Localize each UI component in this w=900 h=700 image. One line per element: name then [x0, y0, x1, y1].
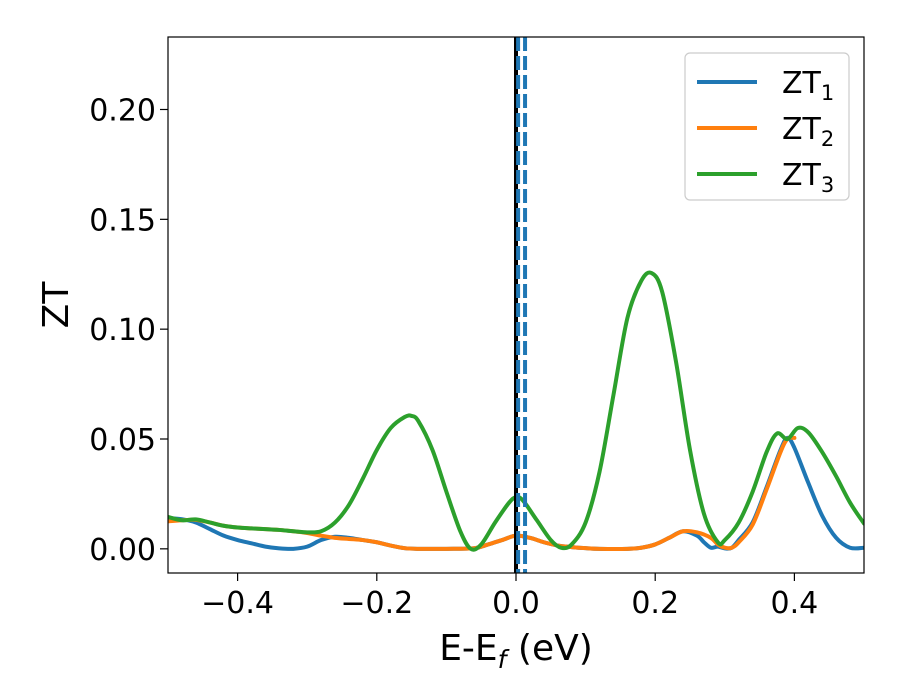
- vline-layer: [514, 37, 528, 573]
- series-layer: [168, 270, 864, 552]
- y-tick-label: 0.20: [89, 93, 156, 128]
- legend-label-zt3: ZT3: [782, 158, 834, 197]
- y-tick-label: 0.00: [89, 533, 156, 568]
- x-tick-label: 0.0: [492, 586, 540, 621]
- y-tick-label: 0.05: [89, 423, 156, 458]
- x-tick-label: 0.2: [631, 586, 679, 621]
- legend: ZT1 ZT2 ZT3: [684, 52, 850, 201]
- x-axis-ticks: −0.4 −0.2 0.0 0.2 0.4: [201, 573, 818, 621]
- x-axis-label: E-Ef (eV): [439, 628, 593, 674]
- y-axis-ticks: 0.00 0.05 0.10 0.15 0.20: [89, 93, 168, 568]
- y-axis-label: ZT: [36, 281, 77, 329]
- legend-items: ZT1 ZT2 ZT3: [697, 66, 834, 197]
- y-tick-label: 0.15: [89, 203, 156, 238]
- legend-box: [684, 52, 850, 201]
- x-axis-label-unit: (eV): [506, 628, 592, 669]
- legend-label-zt2: ZT2: [782, 112, 834, 151]
- x-axis-label-main: E-E: [439, 628, 497, 669]
- x-tick-label: −0.4: [201, 586, 274, 621]
- y-tick-label: 0.10: [89, 313, 156, 348]
- x-tick-label: 0.4: [771, 586, 819, 621]
- x-tick-label: −0.2: [340, 586, 413, 621]
- series-line-zt3: [168, 270, 864, 552]
- legend-label-zt1: ZT1: [782, 66, 834, 105]
